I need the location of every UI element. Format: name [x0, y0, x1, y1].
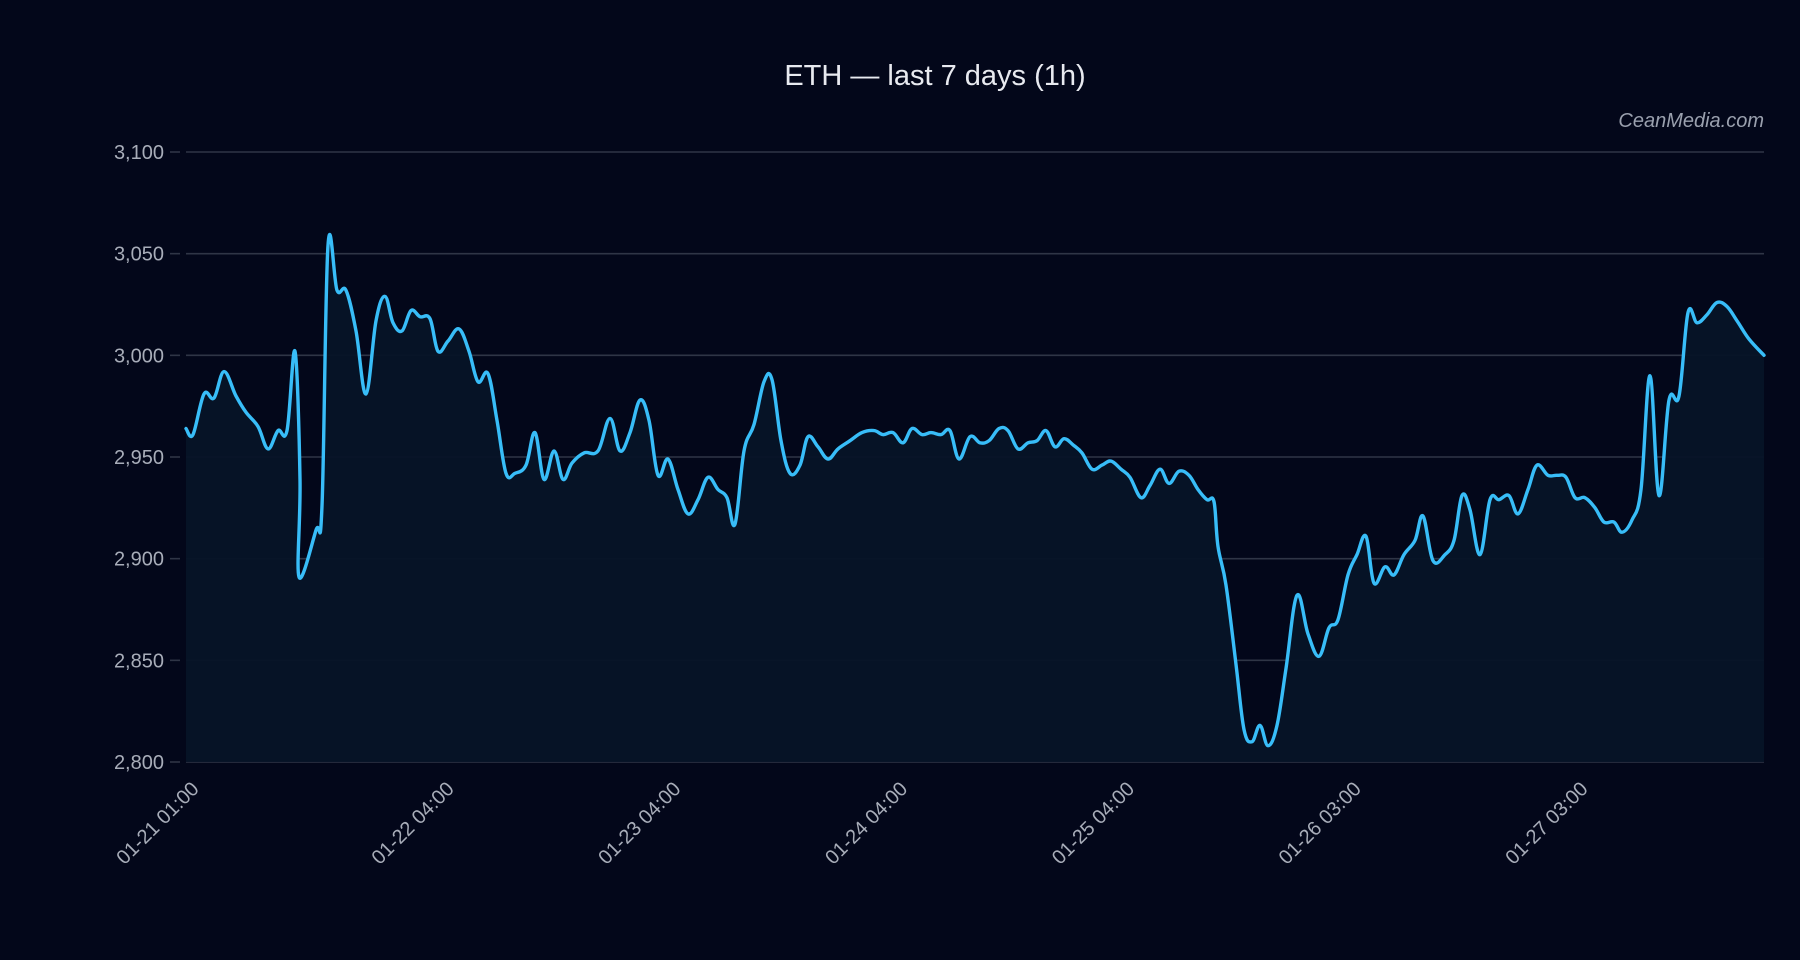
x-tick-label: 01-21 01:00	[112, 778, 203, 869]
x-tick-label: 01-24 04:00	[821, 778, 912, 869]
chart-title: ETH — last 7 days (1h)	[784, 60, 1085, 92]
y-tick-label: 3,100	[114, 142, 164, 164]
y-axis: 2,800 2,850 2,900 2,950 3,000 3,050 3,100	[114, 142, 180, 774]
price-line	[184, 233, 1766, 748]
x-tick-label: 01-26 03:00	[1275, 778, 1366, 869]
x-tick-label: 01-22 04:00	[368, 778, 459, 869]
y-tick-label: 3,000	[114, 345, 164, 367]
x-axis: 01-21 01:00 01-22 04:00 01-23 04:00 01-24 0…	[112, 778, 1592, 869]
price-area-fill	[186, 234, 1764, 763]
watermark-text: CeanMedia.com	[1618, 110, 1764, 132]
x-tick-label: 01-23 04:00	[594, 778, 685, 869]
x-tick-label: 01-27 03:00	[1502, 778, 1593, 869]
y-tick-label: 3,050	[114, 244, 164, 266]
y-tick-label: 2,900	[114, 549, 164, 571]
y-tick-label: 2,850	[114, 650, 164, 672]
y-tick-label: 2,950	[114, 447, 164, 469]
x-tick-label: 01-25 04:00	[1048, 778, 1139, 869]
y-tick-label: 2,800	[114, 752, 164, 774]
